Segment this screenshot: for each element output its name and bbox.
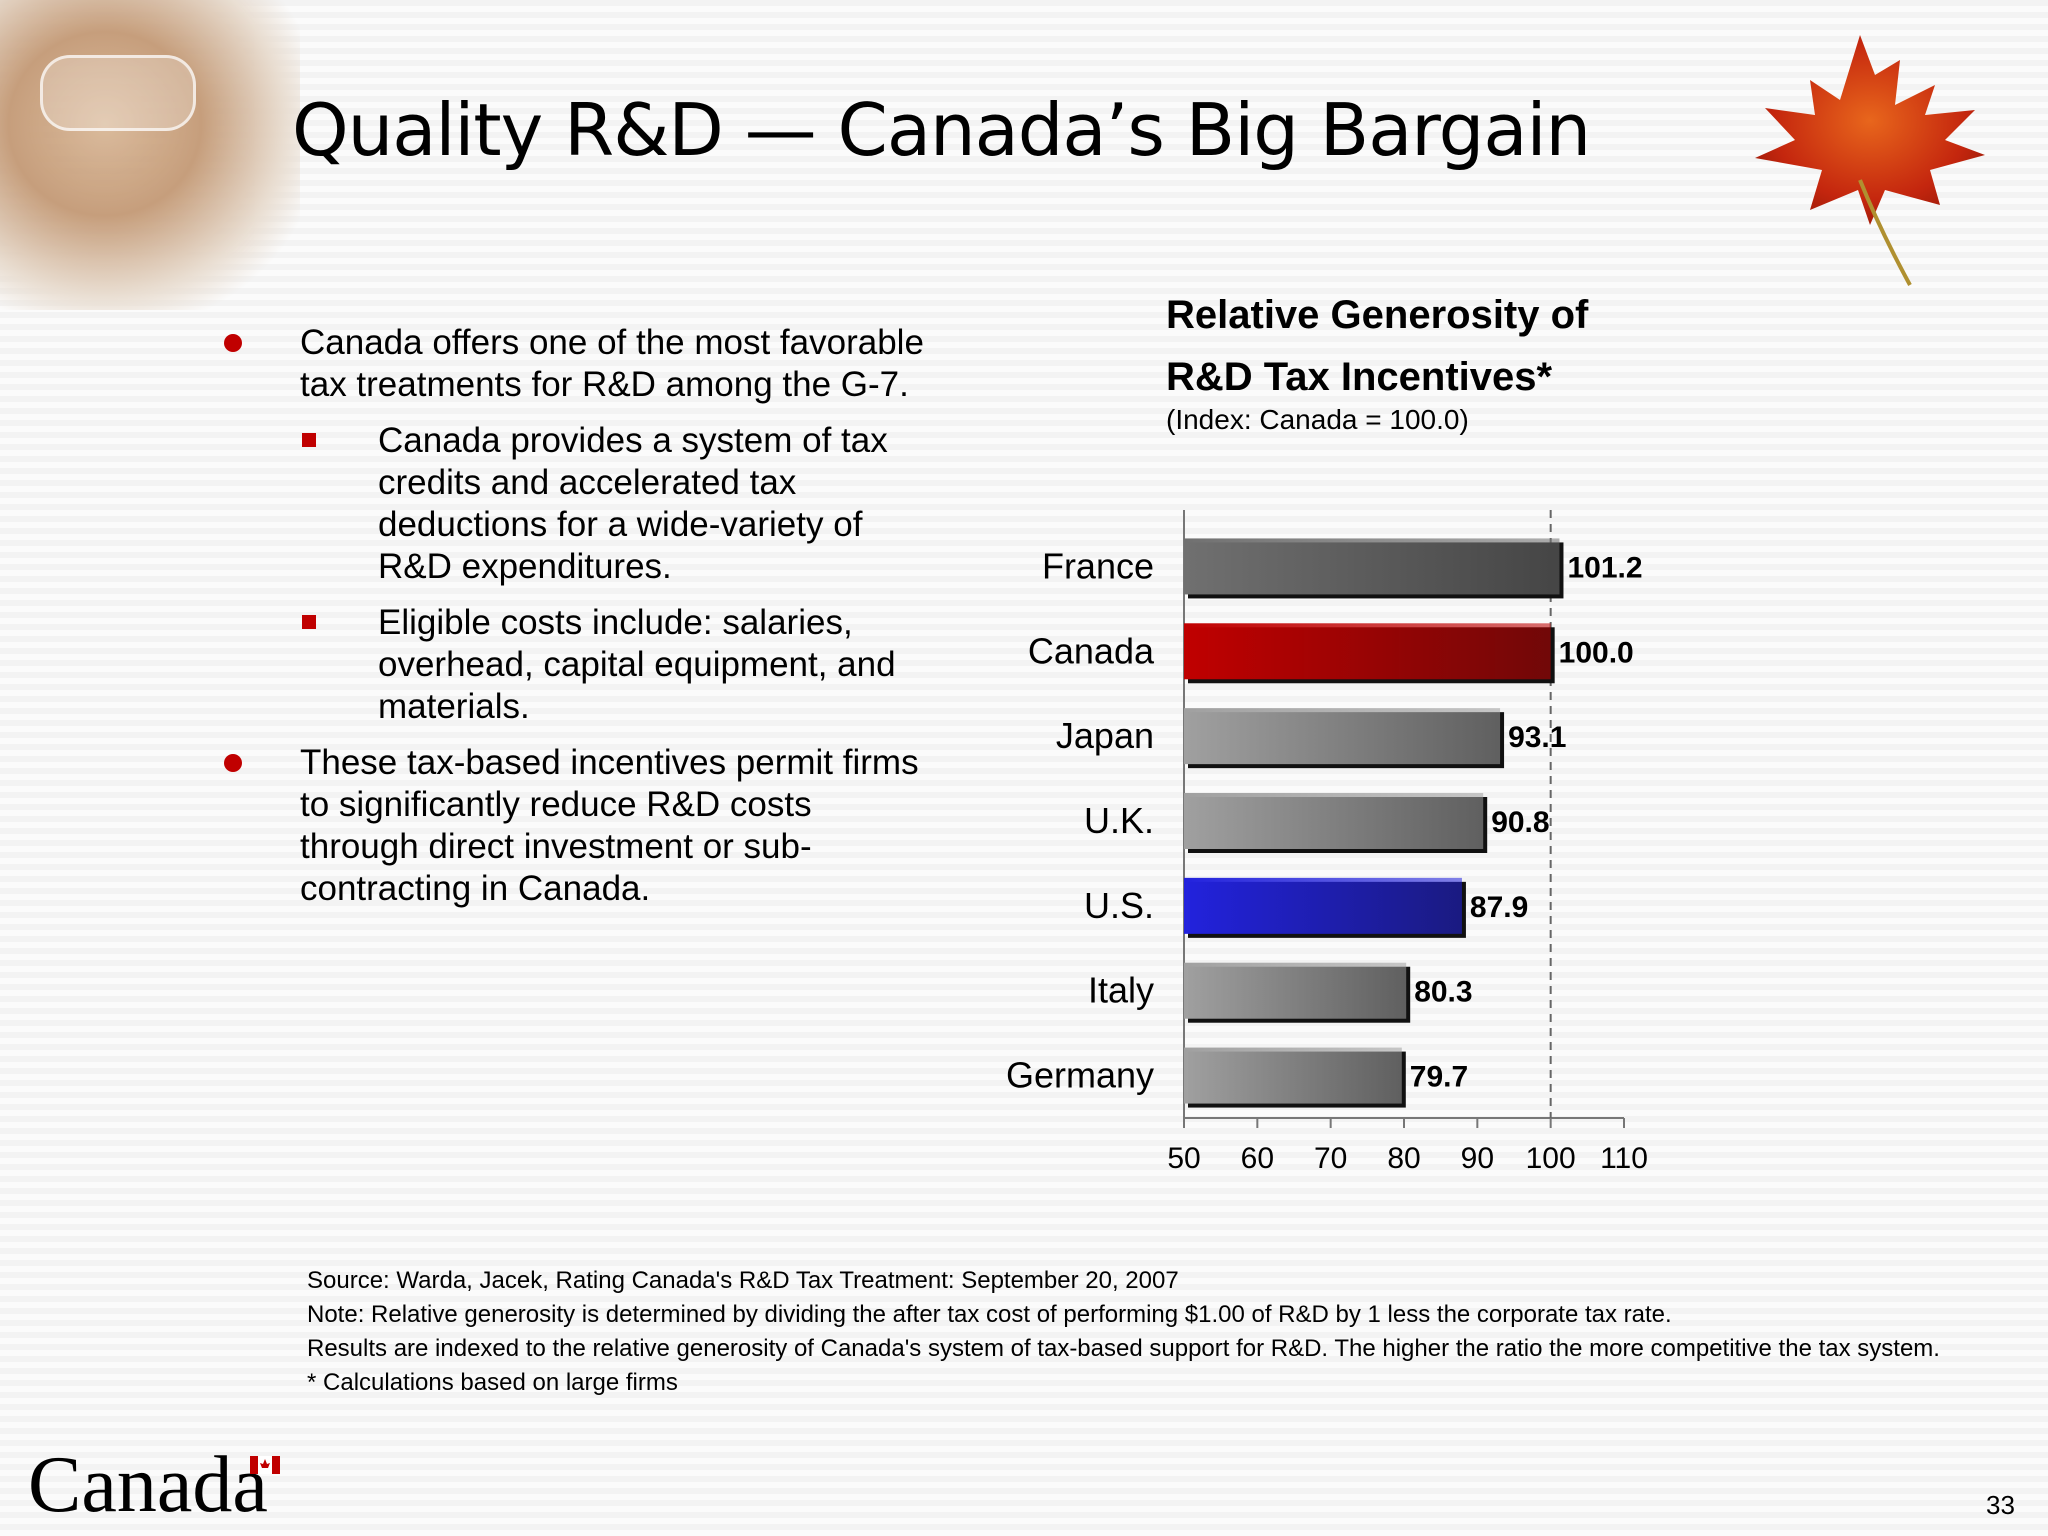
data-label: 80.3	[1414, 976, 1472, 1009]
scientist-photo	[0, 0, 300, 310]
bar	[1184, 877, 1462, 934]
data-label: 79.7	[1410, 1061, 1468, 1094]
x-tick-label: 110	[1600, 1142, 1648, 1175]
data-label: 90.8	[1491, 806, 1549, 839]
data-label: 87.9	[1470, 891, 1528, 924]
category-label: France	[1042, 545, 1154, 586]
bar	[1184, 962, 1407, 1019]
x-tick-label: 60	[1241, 1142, 1274, 1175]
goggles-shape	[40, 55, 196, 131]
bar	[1184, 623, 1551, 680]
bar	[1184, 538, 1560, 595]
x-tick-label: 100	[1526, 1142, 1576, 1175]
data-label: 93.1	[1508, 721, 1566, 754]
bar-chart: 50 60 70 80 90 100 110 France 101.2 Canada 100.0 Ja…	[1006, 510, 1648, 1175]
bullet-item: Canada offers one of the most favorable …	[210, 322, 930, 406]
category-label: Canada	[1028, 630, 1155, 671]
category-label: Germany	[1006, 1055, 1154, 1096]
bullet-square-icon	[302, 615, 316, 629]
chart-title: Relative Generosity of R&D Tax Incentive…	[1166, 293, 1589, 399]
note-line: Note: Relative generosity is determined …	[307, 1301, 1672, 1328]
category-label: Japan	[1056, 715, 1154, 756]
sub-bullet-item: Eligible costs include: salaries, overhe…	[210, 602, 930, 728]
maple-leaf-icon	[1755, 35, 1985, 286]
x-tick-label: 90	[1461, 1142, 1494, 1175]
bullet-list: Canada offers one of the most favorable …	[210, 322, 930, 924]
bar	[1184, 1047, 1402, 1104]
canada-wordmark: Canada	[28, 1441, 268, 1529]
bar	[1184, 793, 1484, 849]
bullet-dot-icon	[224, 334, 242, 352]
sub-bullet-item: Canada provides a system of tax credits …	[210, 420, 930, 588]
page-number: 33	[1986, 1490, 2015, 1520]
category-label: U.K.	[1084, 800, 1154, 841]
source-notes: Source: Warda, Jacek, Rating Canada's R&…	[307, 1264, 1940, 1400]
x-tick-label: 70	[1314, 1142, 1347, 1175]
data-label: 101.2	[1567, 551, 1642, 584]
category-label: Italy	[1088, 970, 1154, 1011]
chart-subtitle: (Index: Canada = 100.0)	[1166, 404, 1469, 435]
x-tick-label: 50	[1167, 1142, 1200, 1175]
category-label: U.S.	[1084, 885, 1154, 926]
bar	[1184, 708, 1501, 765]
note-line: * Calculations based on large firms	[307, 1369, 678, 1396]
bullet-dot-icon	[224, 754, 242, 772]
bullet-square-icon	[302, 433, 316, 447]
canada-flag-icon	[250, 1456, 280, 1474]
bullet-item: These tax-based incentives permit firms …	[210, 742, 930, 910]
x-tick-label: 80	[1387, 1142, 1420, 1175]
data-label: 100.0	[1559, 636, 1634, 669]
note-line: Source: Warda, Jacek, Rating Canada's R&…	[307, 1267, 1179, 1294]
slide-title: Quality R&D — Canada’s Big Bargain	[292, 88, 1591, 172]
note-line: Results are indexed to the relative gene…	[307, 1335, 1940, 1362]
